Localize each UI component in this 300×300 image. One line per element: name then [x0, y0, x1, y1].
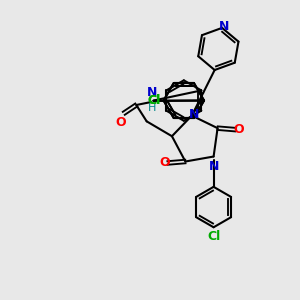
Text: N: N: [189, 108, 200, 121]
Text: O: O: [233, 123, 244, 136]
Text: Cl: Cl: [147, 94, 161, 107]
Text: N: N: [208, 160, 219, 173]
Text: Cl: Cl: [207, 230, 220, 243]
Text: Cl: Cl: [147, 94, 161, 107]
Text: H: H: [148, 103, 156, 112]
Text: N: N: [146, 86, 157, 99]
Circle shape: [155, 71, 213, 130]
Text: N: N: [219, 20, 230, 33]
Text: O: O: [159, 157, 170, 169]
Text: O: O: [116, 116, 126, 129]
